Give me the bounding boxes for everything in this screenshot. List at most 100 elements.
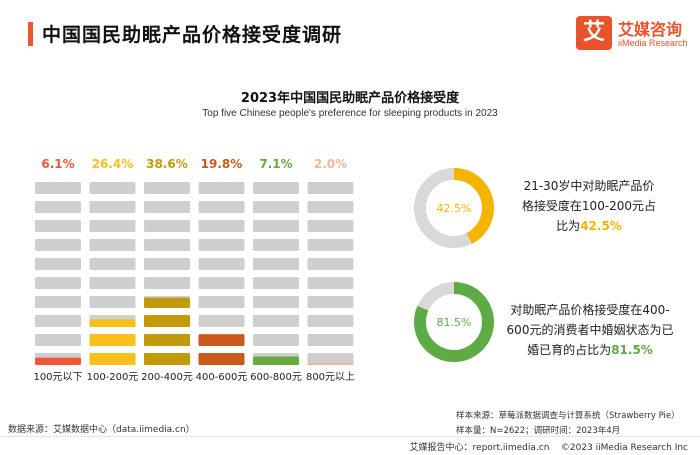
data-source: 数据来源：艾媒数据中心（data.iimedia.cn） bbox=[8, 425, 195, 435]
donut-2-text-line1: 对助眠产品价格接受度在400- bbox=[510, 303, 670, 317]
donut-2-text-line3: 婚已育的占比为81.5% bbox=[500, 340, 680, 360]
bar-segment-bg bbox=[35, 201, 81, 213]
bar-segment-bg bbox=[307, 258, 354, 270]
bar-segment-bg bbox=[89, 201, 136, 213]
sample-source: 样本来源：草莓派数据调查与计算系统（Strawberry Pie） bbox=[456, 411, 680, 421]
bar-segment-fill bbox=[144, 353, 190, 365]
bar-segment-bg bbox=[198, 315, 245, 327]
donut-2-highlight-value: 81.5% bbox=[611, 343, 653, 357]
bar-segment-bg bbox=[253, 277, 299, 289]
sample-info: 样本来源：草莓派数据调查与计算系统（Strawberry Pie） 样本量：N=… bbox=[456, 409, 680, 439]
bar-segment-fill bbox=[198, 353, 245, 365]
bar-value-label: 7.1% bbox=[259, 157, 292, 171]
bar-segment-bg bbox=[35, 296, 81, 308]
bar-segment-fill bbox=[307, 362, 354, 365]
bar-segment-bg bbox=[35, 220, 81, 232]
category-label: 800元以上 bbox=[306, 371, 355, 383]
bar-segment-bg bbox=[253, 201, 299, 213]
donut-1-highlight-value: 42.5% bbox=[580, 219, 622, 233]
category-label: 100-200元 bbox=[87, 372, 139, 383]
bar-segment-bg bbox=[89, 296, 136, 308]
donut-1-arc bbox=[414, 168, 494, 248]
bar-segment-bg bbox=[307, 334, 354, 346]
bar-segment-bg bbox=[307, 315, 354, 327]
donut-1-text-prefix: 比为 bbox=[556, 219, 581, 233]
bar-segment-bg bbox=[35, 182, 81, 194]
category-label: 200-400元 bbox=[141, 372, 193, 383]
bar-segment-bg bbox=[144, 182, 190, 194]
bar-segment-bg bbox=[253, 220, 299, 232]
bar-segment-bg bbox=[89, 277, 136, 289]
bar-segment-fill bbox=[253, 356, 299, 365]
bar-segment-bg bbox=[89, 239, 136, 251]
bar-segment-bg bbox=[144, 277, 190, 289]
brand-logo[interactable]: 艾 艾媒咨询 iiMedia Research bbox=[576, 14, 688, 54]
bar-segment-bg bbox=[89, 182, 136, 194]
bar-value-label: 19.8% bbox=[201, 157, 243, 171]
bar-segment-fill bbox=[89, 353, 136, 365]
bar-segment-bg bbox=[198, 220, 245, 232]
donut-2-text-prefix: 婚已育的占比为 bbox=[527, 343, 612, 357]
bar-segment-bg bbox=[35, 258, 81, 270]
bar-segment-bg bbox=[307, 182, 354, 194]
bar-segment-fill bbox=[144, 315, 190, 327]
bar-segment-bg bbox=[198, 277, 245, 289]
copyright: ©2023 iiMedia Research Inc bbox=[560, 443, 688, 453]
report-center-link[interactable]: 艾媒报告中心：report.iimedia.cn bbox=[409, 443, 550, 453]
bar-segment-bg bbox=[307, 277, 354, 289]
chart-title: 2023年中国国民助眠产品价格接受度 bbox=[240, 91, 460, 106]
bar-value-label: 2.0% bbox=[314, 157, 347, 171]
bar-segment-bg bbox=[253, 296, 299, 308]
sample-size: 样本量：N=2622；调研时间：2023年4月 bbox=[456, 426, 621, 436]
bar-segment-bg bbox=[198, 258, 245, 270]
bar-value-label: 38.6% bbox=[146, 157, 188, 171]
bar-segment-fill bbox=[35, 357, 81, 365]
bar-segment-bg bbox=[253, 315, 299, 327]
bar-segment-fill bbox=[89, 334, 136, 346]
donut-1-text-line3: 比为42.5% bbox=[504, 216, 674, 236]
category-label: 400-600元 bbox=[196, 372, 248, 383]
bar-segment-fill bbox=[198, 334, 245, 346]
bar-segment-bg bbox=[89, 258, 136, 270]
bar-segment-bg bbox=[35, 239, 81, 251]
bar-segment-bg bbox=[253, 239, 299, 251]
logo-name: 艾媒咨询 bbox=[618, 20, 683, 39]
bar-segment-bg bbox=[253, 182, 299, 194]
bar-segment-bg bbox=[35, 315, 81, 327]
donut-2-text-line2: 600元的消费者中婚姻状态为已 bbox=[506, 323, 674, 337]
bar-segment-fill bbox=[144, 334, 190, 346]
bar-segment-bg bbox=[198, 201, 245, 213]
bar-segment-bg bbox=[253, 334, 299, 346]
bar-value-label: 6.1% bbox=[41, 157, 74, 171]
bar-segment-bg bbox=[144, 239, 190, 251]
bar-segment-bg bbox=[307, 239, 354, 251]
donut-2-arc bbox=[414, 282, 494, 362]
donut-chart-married: 81.5% bbox=[414, 282, 494, 362]
bar-segment-bg bbox=[307, 201, 354, 213]
bar-segment-bg bbox=[307, 296, 354, 308]
bar-segment-bg bbox=[35, 334, 81, 346]
footer-divider bbox=[0, 436, 700, 437]
bar-segment-bg bbox=[89, 220, 136, 232]
bar-segment-bg bbox=[198, 296, 245, 308]
bar-segment-bg bbox=[253, 258, 299, 270]
bar-segment-bg bbox=[144, 258, 190, 270]
bar-segment-bg bbox=[307, 353, 354, 365]
bar-segment-fill bbox=[144, 297, 190, 308]
bar-segment-fill bbox=[89, 319, 136, 327]
footer: 艾媒报告中心：report.iimedia.cn ©2023 iiMedia R… bbox=[410, 440, 688, 453]
bar-segment-bg bbox=[35, 277, 81, 289]
donut-1-text-line2: 格接受度在100-200元占 bbox=[521, 199, 657, 213]
donut-1-label: 42.5% bbox=[437, 202, 472, 215]
donut-2-description: 对助眠产品价格接受度在400- 600元的消费者中婚姻状态为已 婚已育的占比为8… bbox=[500, 300, 680, 360]
donut-chart-age-21-30: 42.5% bbox=[414, 168, 494, 248]
title-accent-bar bbox=[28, 22, 33, 46]
bar-value-label: 26.4% bbox=[92, 157, 134, 171]
category-label: 600-800元 bbox=[250, 372, 302, 383]
bar-segment-bg bbox=[198, 182, 245, 194]
logo-mark-icon: 艾 bbox=[576, 16, 612, 50]
bar-segment-bg bbox=[144, 220, 190, 232]
bar-segment-bg bbox=[144, 201, 190, 213]
bar-segment-bg bbox=[307, 220, 354, 232]
